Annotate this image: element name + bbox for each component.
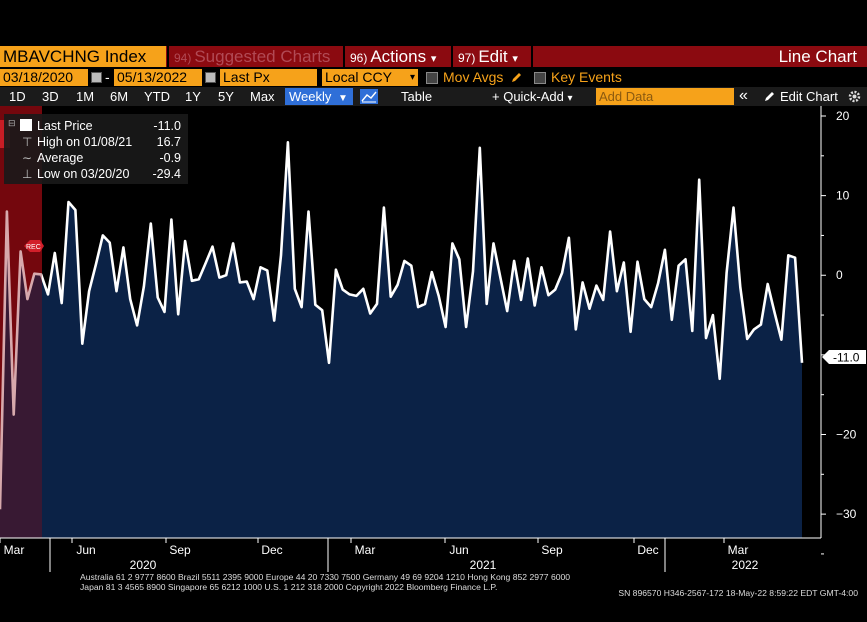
x-tick-label: Mar (4, 543, 25, 557)
timeframe-3d[interactable]: 3D (42, 89, 59, 104)
collapse-icon[interactable]: « (739, 87, 748, 104)
timeframe-6m[interactable]: 6M (110, 89, 129, 104)
legend-swatch (20, 119, 32, 131)
timeframe-5y[interactable]: 5Y (218, 89, 234, 104)
chevron-down-icon: ▾ (567, 93, 573, 104)
x-year-label: 2022 (732, 558, 759, 572)
recession-marker-label: REC (26, 244, 41, 251)
menu-separator (531, 46, 533, 67)
x-year-label: 2021 (470, 558, 497, 572)
timeframe-ytd[interactable]: YTD (144, 89, 170, 104)
y-tick-label: 10 (836, 189, 850, 203)
timeframe-max[interactable]: Max (250, 89, 275, 104)
footer-contacts: Australia 61 2 9777 8600 Brazil 5511 239… (80, 572, 570, 582)
chevron-down-icon: ▼ (338, 93, 348, 104)
calendar-icon[interactable] (205, 72, 216, 83)
end-date-field[interactable]: 05/13/2022 (114, 69, 202, 86)
x-tick-label: Sep (541, 543, 563, 557)
period-selector[interactable]: Weekly ▼ (285, 88, 353, 105)
x-tick-label: Jun (449, 543, 468, 557)
timeframe-1m[interactable]: 1M (76, 89, 95, 104)
chevron-down-icon: ▾ (409, 72, 415, 83)
series-area (0, 142, 802, 539)
x-tick-label: Dec (261, 543, 282, 557)
menu-separator (167, 46, 169, 67)
menu-separator (343, 46, 345, 67)
suggested-charts-menu[interactable]: 94) Suggested Charts (174, 46, 330, 67)
timeframe-1y[interactable]: 1Y (185, 89, 201, 104)
mov-avgs-checkbox[interactable] (426, 72, 438, 84)
menu-number: 94) (174, 51, 192, 65)
x-tick-label: Dec (637, 543, 658, 557)
footer-session-info: SN 896570 H346-2567-172 18-May-22 8:59:2… (618, 588, 858, 598)
chevron-down-icon: ▾ (430, 53, 437, 65)
x-tick-label: Sep (169, 543, 191, 557)
x-tick-label: Mar (355, 543, 376, 557)
menu-bar: MBAVCHNG Index 94) Suggested Charts 96) Ac… (0, 46, 867, 67)
currency-selector[interactable]: Local CCY ▾ (322, 69, 418, 86)
add-data-input[interactable]: Add Data (596, 88, 734, 105)
last-value-tag-text: -11.0 (833, 351, 860, 365)
legend-label-high: High on 01/08/21 (37, 135, 132, 149)
x-year-label: 2020 (130, 558, 157, 572)
legend-average-icon: ∼ (22, 151, 32, 165)
legend-label-last: Last Price (37, 119, 93, 133)
y-tick-label: 20 (836, 109, 850, 123)
calendar-icon[interactable] (91, 72, 102, 83)
chevron-down-icon: ▾ (512, 53, 518, 65)
quick-add-button[interactable]: + Quick-Add ▾ (492, 87, 573, 106)
menu-separator (451, 46, 453, 67)
y-tick-label: −30 (836, 507, 857, 521)
recession-marker[interactable]: REC (24, 240, 44, 252)
line-chart-icon[interactable] (360, 89, 378, 104)
last-value-tag: -11.0 (822, 350, 866, 365)
mov-avgs-label: Mov Avgs (443, 69, 504, 85)
legend: Last Price -11.0 ⊤ High on 01/08/21 16.7… (4, 114, 188, 184)
table-button[interactable]: Table (401, 89, 433, 104)
y-tick-label: −20 (836, 427, 857, 441)
key-events-checkbox[interactable] (534, 72, 546, 84)
legend-value-low: -29.4 (153, 167, 182, 181)
field-selector[interactable]: Last Px (220, 69, 317, 86)
timeframe-1d[interactable]: 1D (9, 89, 26, 104)
date-bar: 03/18/2020 - 05/13/2022 Last Px Local CC… (0, 68, 867, 87)
chart-type-label: Line Chart (778, 47, 857, 66)
start-date-field[interactable]: 03/18/2020 (0, 69, 88, 86)
legend-value-high: 16.7 (157, 135, 181, 149)
series-line (0, 141, 804, 510)
x-tick-label: Jun (76, 543, 95, 557)
timeframe-bar: 1D 3D 1M 6M YTD 1Y 5Y Max Weekly ▼ Table… (0, 87, 867, 106)
menu-number: 96) (350, 51, 368, 65)
currency-label: Local CCY (325, 69, 392, 85)
edit-chart-button[interactable]: Edit Chart (780, 89, 838, 104)
period-label: Weekly (289, 89, 332, 104)
legend-value-last: -11.0 (153, 119, 181, 133)
actions-menu[interactable]: 96) Actions ▾ (350, 46, 436, 67)
menu-number: 97) (458, 51, 476, 65)
edit-menu[interactable]: 97) Edit ▾ (458, 46, 518, 67)
legend-label-low: Low on 03/20/20 (37, 167, 129, 181)
legend-value-average: -0.9 (159, 151, 181, 165)
menu-label: Edit (478, 47, 508, 66)
pencil-icon[interactable] (510, 71, 522, 84)
menu-label: Actions (370, 47, 427, 66)
date-range-dash: - (105, 69, 110, 85)
menu-label: Suggested Charts (194, 47, 331, 66)
gear-icon[interactable] (848, 90, 861, 103)
legend-collapse-icon[interactable]: ⊟ (8, 118, 16, 128)
legend-low-icon: ⊥ (22, 167, 32, 181)
quick-add-label: + Quick-Add (492, 89, 564, 104)
legend-high-icon: ⊤ (22, 135, 32, 149)
pencil-icon[interactable] (763, 90, 775, 103)
x-tick-label: Mar (728, 543, 749, 557)
y-tick-label: 0 (836, 268, 843, 282)
x-axis: Mar Jun Sep Dec Mar Jun Sep Dec Mar 2020 2021 2022 (0, 537, 821, 572)
legend-label-average: Average (37, 151, 83, 165)
footer-copyright: Japan 81 3 4565 8900 Singapore 65 6212 1… (80, 582, 497, 592)
key-events-label: Key Events (551, 69, 622, 85)
ticker-field[interactable]: MBAVCHNG Index (0, 46, 166, 67)
